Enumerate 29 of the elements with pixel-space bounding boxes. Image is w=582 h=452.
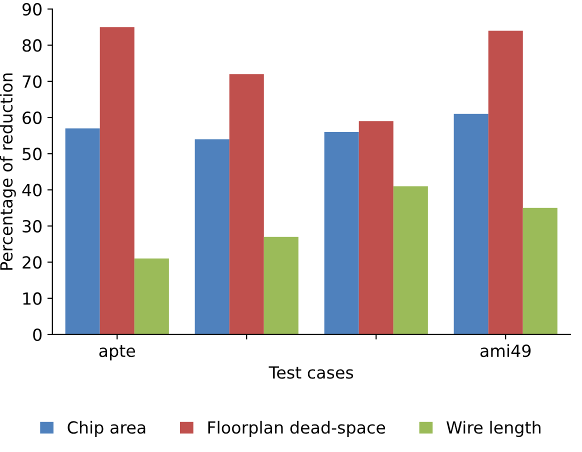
bar [264,236,298,334]
bar [488,30,523,334]
bar [229,74,264,334]
y-tick-label: 0 [33,328,42,342]
y-tick-label: 60 [22,111,42,124]
bar [393,186,428,334]
bar [65,128,100,334]
y-tick-label: 50 [22,148,42,160]
y-tick-label: 40 [22,184,42,196]
y-tick-label: 20 [22,256,42,269]
y-tick-label: 30 [22,220,42,233]
y-axis-title: Percentage of reduction [0,73,16,270]
bar [358,121,394,334]
x-tick-label: ami49 [480,344,531,358]
legend-label: Chip area [68,420,146,437]
bar [522,208,558,334]
y-tick-label: 90 [22,3,42,16]
y-tick-label: 70 [22,75,42,88]
bar [324,132,359,334]
x-axis-title: Test cases [268,366,354,379]
bar [454,114,488,334]
bar [134,258,169,334]
y-tick-label: 10 [23,292,42,305]
x-tick-label: apte [99,345,136,360]
y-tick-label: 80 [22,39,42,52]
legend-label: Wire length [446,420,540,437]
bar [194,139,230,334]
bar [100,27,134,334]
legend-label: Floorplan dead-space [208,420,386,437]
